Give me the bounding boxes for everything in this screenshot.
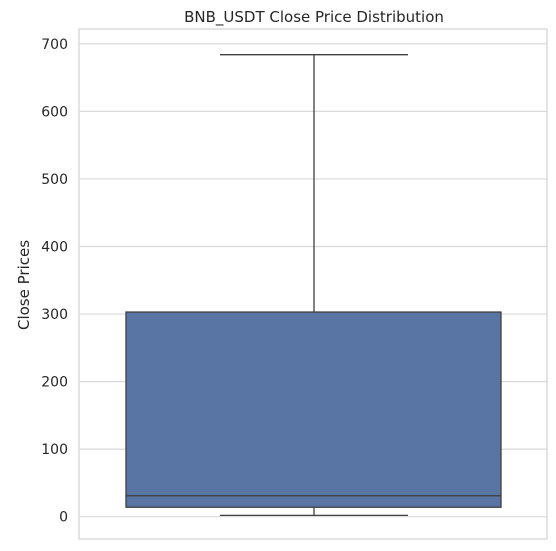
plot-area: 0 100 200 300 400 500 600 700 xyxy=(41,28,548,540)
y-tick-label-400: 400 xyxy=(41,240,68,256)
y-tick-label-200: 200 xyxy=(41,375,68,391)
y-tick-label-600: 600 xyxy=(41,104,68,120)
y-tick-label-300: 300 xyxy=(41,307,68,323)
iqr-box xyxy=(125,311,502,508)
y-tick-label-700: 700 xyxy=(41,37,68,53)
y-axis-label: Close Prices xyxy=(15,240,33,330)
y-tick-label-100: 100 xyxy=(41,442,68,458)
chart-title: BNB_USDT Close Price Distribution xyxy=(184,8,444,27)
y-tick-label-500: 500 xyxy=(41,172,68,188)
y-tick-label-0: 0 xyxy=(59,510,68,526)
